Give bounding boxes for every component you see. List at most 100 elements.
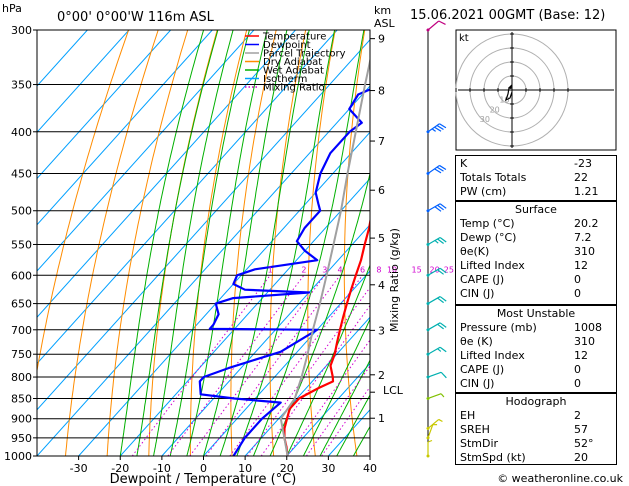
hodograph-ring-label: 20 (490, 105, 500, 114)
hodograph-table: Hodograph EH 2 SREH 57 StmDir 52° StmSpd (k… (455, 393, 617, 465)
mixing-ratio-value-label: 10 (387, 265, 397, 274)
copyright: © weatheronline.co.uk (497, 472, 623, 485)
isotherm-line (37, 30, 338, 365)
km-tick-label: 1 (378, 412, 385, 425)
wind-barb-flag (437, 297, 444, 304)
wind-barb-half-flag (427, 439, 433, 443)
wind-barb-dot (426, 375, 430, 379)
hodograph-ring-label: 30 (480, 115, 490, 124)
wind-barb-shaft (427, 203, 441, 212)
mixing-ratio-labels: 1 2 3 4 6 8 10 15 20 25 (268, 265, 454, 274)
date-title: 15.06.2021 00GMT (Base: 12) (410, 8, 605, 23)
wind-barb-shaft (427, 418, 440, 429)
km-label: km (374, 4, 391, 17)
isotherm-line (203, 270, 370, 456)
pressure-tick-label: 750 (11, 348, 32, 361)
km-tick-label: 7 (378, 135, 385, 148)
km-tick-label: 9 (378, 33, 385, 46)
km-tick-label: 8 (378, 85, 385, 98)
index-row-k: K -23 (460, 157, 592, 170)
wind-barb-flag (434, 206, 442, 212)
hpa-label: hPa (2, 2, 22, 15)
wind-barb-flag (439, 346, 447, 353)
hodograph-row: SREH 57 (460, 423, 588, 436)
pressure-tick-label: 950 (11, 432, 32, 445)
wind-barb-dot (426, 273, 430, 277)
surface-row: CAPE (J) 0 (460, 273, 581, 286)
mixing-ratio-line (246, 286, 370, 456)
wind-barb (426, 20, 446, 32)
index-row-totals: Totals Totals 22 (460, 171, 588, 184)
most-unstable-table: Most Unstable Pressure (mb) 1008 θe (K) 31… (455, 305, 617, 393)
hodograph-ring-label: 10 (499, 96, 509, 105)
pressure-tick-label: 650 (11, 298, 32, 311)
wind-barb-dot (426, 130, 430, 134)
wind-barb-half-flag (432, 424, 438, 426)
wind-barb-flag (439, 267, 447, 274)
wind-barb (426, 236, 447, 246)
index-row-pw: PW (cm) 1.21 (460, 185, 599, 198)
wind-barb-dot (426, 209, 430, 213)
hodograph-kt-label: kt (459, 33, 469, 44)
temperature-tick-label: -20 (111, 462, 129, 475)
wet-adiabat-line (153, 30, 234, 456)
pressure-tick-label: 700 (11, 324, 32, 337)
wind-barb (426, 267, 447, 277)
wind-barb-flag (437, 269, 444, 275)
mixing-ratio-value-label: 3 (322, 265, 327, 274)
temperature-tick-label: 0 (200, 462, 207, 475)
wind-barb-shaft (427, 371, 442, 378)
isotherm-line (37, 30, 296, 318)
wind-barb-dot (426, 436, 430, 440)
wind-barb-shaft (427, 123, 440, 133)
wind-barb-shaft (427, 267, 441, 276)
most-unstable-row: Lifted Index 12 (460, 349, 588, 362)
indices-table: K -23 Totals Totals 22 PW (cm) 1.21 (455, 155, 617, 201)
pressure-tick-label: 600 (11, 269, 32, 282)
wind-barb-flag (436, 124, 444, 131)
series-parcel-trajectory (279, 56, 370, 456)
profile-curves (198, 56, 370, 456)
wind-barb-flag (437, 204, 444, 211)
dry-adiabat-line (414, 30, 440, 456)
temperature-tick-label: 20 (280, 462, 294, 475)
hodograph-table-title: Hodograph (505, 395, 567, 408)
wind-barb-flag (434, 126, 442, 132)
km-tick-label: 4 (378, 279, 385, 292)
surface-table: Surface Temp (°C) 20.2 Dewp (°C) 7.2 θe(K)… (455, 201, 617, 305)
wind-barb-dot (426, 328, 430, 332)
wind-barb-flag (437, 238, 444, 245)
pressure-tick-label: 350 (11, 79, 32, 92)
storm-motion-arrow (508, 84, 512, 89)
surface-row: Lifted Index 12 (460, 259, 588, 272)
x-axis-title: Dewpoint / Temperature (°C) (110, 472, 297, 486)
wind-barb-shaft (427, 236, 441, 245)
wind-barb (426, 439, 433, 458)
mixing-ratio-line (131, 274, 271, 456)
asl-label: ASL (374, 17, 396, 30)
pressure-tick-label: 800 (11, 371, 32, 384)
wind-barb-flag (439, 203, 447, 209)
wind-barb (426, 322, 447, 332)
wet-adiabat-line (236, 30, 336, 456)
wind-barb-flag (439, 236, 447, 243)
mixing-ratio-value-label: 20 (430, 265, 440, 274)
lcl-label: LCL (383, 384, 404, 397)
wind-barb-dot (426, 171, 430, 175)
wind-barb-shaft (427, 322, 441, 331)
temperature-axis: -30 -20 -10 0 10 20 30 40 (70, 456, 377, 475)
wind-barb (426, 346, 447, 356)
wind-barb-flag (434, 168, 442, 174)
most-unstable-title: Most Unstable (496, 307, 576, 320)
plot-frame (36, 29, 371, 457)
wet-adiabat-line (319, 359, 370, 456)
wind-barb (426, 296, 447, 306)
temperature-tick-label: 30 (321, 462, 335, 475)
wind-barb-flag (437, 323, 444, 330)
wind-barb-flag (439, 123, 447, 129)
wet-adiabat-line (186, 30, 268, 456)
surface-row: Temp (°C) 20.2 (460, 217, 599, 230)
series-temperature (283, 216, 370, 456)
